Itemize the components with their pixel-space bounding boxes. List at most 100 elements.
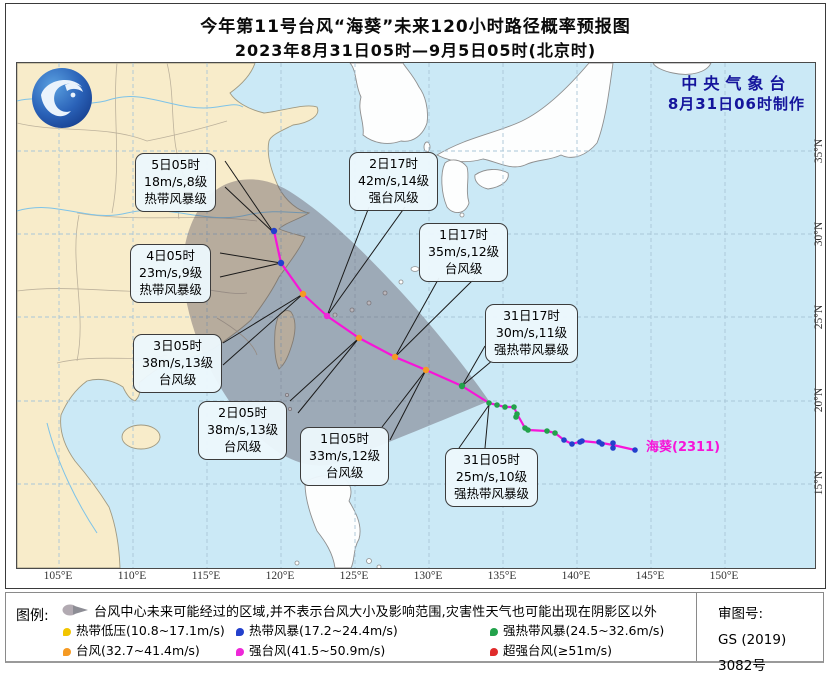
callout-line: 1日05时 <box>320 431 370 446</box>
leader-line <box>222 293 304 366</box>
callout-line: 强热带风暴级 <box>454 485 530 501</box>
callout-line: 33m/s,12级 <box>309 447 381 463</box>
leader-line <box>394 277 476 358</box>
japan-honshu <box>436 63 614 168</box>
leader-line <box>394 277 440 358</box>
leader-line <box>219 252 282 264</box>
past-track-point <box>561 437 567 443</box>
callout-line: 18m/s,8级 <box>144 173 208 189</box>
past-track-point <box>552 430 558 436</box>
legend-title: 图例: <box>16 608 49 624</box>
past-track-point <box>502 404 508 410</box>
legend-item-label: 热带风暴(17.2~24.4m/s) <box>249 623 398 638</box>
map-canvas: 中央气象台 8月31日06时制作 海葵(2311) 5日05时 18m/s,8级热… <box>16 62 816 569</box>
forecast-callout-aug31-05: 31日05时 25m/s,10级 强热带风暴级 <box>445 448 539 507</box>
callout-line: 热带风暴级 <box>139 281 202 297</box>
lat-axis-label: 20°N <box>813 387 825 413</box>
forecast-callout-sep3-05: 3日05时 38m/s,13级 台风级 <box>133 334 223 393</box>
past-track-point <box>544 428 550 434</box>
lon-axis-label: 145°E <box>635 570 665 582</box>
forecast-callout-sep2-05: 2日05时 38m/s,13级 台风级 <box>198 401 288 460</box>
past-track-point <box>577 439 583 445</box>
legend-item-severe_typhoon: 强台风(41.5~50.9m/s) <box>236 640 385 659</box>
forecast-track-point <box>277 259 285 267</box>
cone-legend-icon <box>62 604 88 616</box>
leader-line <box>326 206 406 317</box>
lon-axis-label: 105°E <box>43 570 73 582</box>
map-svg <box>17 63 815 568</box>
callout-line: 25m/s,10级 <box>455 468 528 484</box>
callout-line: 23m/s,9级 <box>139 264 203 280</box>
callout-leader-lines <box>219 160 494 449</box>
past-track-point <box>596 439 602 445</box>
callout-line: 1日17时 <box>439 227 489 242</box>
map-subtitle: 2023年8月31日05时—9月5日05时(北京时) <box>234 41 597 60</box>
lat-axis-label: 15°N <box>813 470 825 496</box>
callout-line: 38m/s,13级 <box>207 421 279 437</box>
lon-axis-label: 135°E <box>487 570 517 582</box>
luzon-island <box>304 474 361 568</box>
past-track-point <box>522 425 528 431</box>
callout-line: 2日17时 <box>369 156 419 171</box>
callout-line: 42m/s,14级 <box>358 172 430 188</box>
callout-line: 台风级 <box>223 438 262 454</box>
approval-number: GS (2019) 3082号 <box>718 632 787 674</box>
leader-line <box>484 404 490 449</box>
approval-box: 审图号: GS (2019) 3082号 <box>718 601 823 679</box>
japan-shikoku <box>474 169 509 190</box>
legend-item-label: 强热带风暴(24.5~32.6m/s) <box>503 623 665 638</box>
super_typhoon-dot-icon <box>490 648 498 656</box>
forecast-callout-sep2-17: 2日17时 42m/s,14级 强台风级 <box>349 152 439 211</box>
forecast-track-point <box>355 334 363 342</box>
forecast-callout-sep4-05: 4日05时 23m/s,9级 热带风暴级 <box>130 244 212 303</box>
callout-line: 31日17时 <box>503 308 560 323</box>
callout-line: 2日05时 <box>218 405 268 420</box>
ts-dot-icon <box>236 628 244 636</box>
past-track-point <box>610 445 616 451</box>
leader-line <box>461 359 494 387</box>
approval-label: 审图号: <box>718 606 764 622</box>
callout-line: 热带风暴级 <box>144 190 207 206</box>
forecast-track-point <box>422 366 430 374</box>
callout-line: 3日05时 <box>153 338 203 353</box>
map-title: 今年第11号台风“海葵”未来120小时路径概率预报图 <box>200 17 631 37</box>
legend-box: 图例: 台风中心未来可能经过的区域,并不表示台风大小及影响范围,灾害性天气也可能… <box>5 592 824 674</box>
legend-cone-text: 台风中心未来可能经过的区域,并不表示台风大小及影响范围,灾害性天气也可能出现在阴… <box>94 605 658 620</box>
forecast-callout-sep1-05: 1日05时 33m/s,12级 台风级 <box>300 427 390 486</box>
callout-line: 强热带风暴级 <box>494 341 570 357</box>
forecast-track-point <box>391 353 399 361</box>
legend-item-td: 热带低压(10.8~17.1m/s) <box>63 620 225 639</box>
past-track-point <box>610 440 616 446</box>
leader-line <box>224 160 275 234</box>
legend-item-severe_ts: 强热带风暴(24.5~32.6m/s) <box>490 620 664 639</box>
forecast-track-point <box>323 312 331 320</box>
legend-item-label: 台风(32.7~41.4m/s) <box>76 643 200 658</box>
leader-line <box>289 337 360 402</box>
lat-axis-label: 30°N <box>813 221 825 247</box>
legend-item-label: 超强台风(≥51m/s) <box>503 643 613 658</box>
leader-line <box>389 369 427 441</box>
lon-axis-label: 140°E <box>561 570 591 582</box>
philippine-islets <box>284 392 382 568</box>
typhoon-dot-icon <box>63 648 71 656</box>
legend-divider <box>696 593 697 661</box>
callout-line: 台风级 <box>325 464 364 480</box>
legend-item-ts: 热带风暴(17.2~24.4m/s) <box>236 620 398 639</box>
lon-axis-label: 125°E <box>339 570 369 582</box>
past-track-point <box>494 402 500 408</box>
callout-line: 38m/s,13级 <box>142 354 214 370</box>
severe_typhoon-dot-icon <box>236 648 244 656</box>
leader-line <box>461 345 486 387</box>
leader-line <box>458 404 490 449</box>
past-track-point <box>632 447 638 453</box>
legend-item-label: 强台风(41.5~50.9m/s) <box>249 643 386 658</box>
lat-axis-label: 35°N <box>813 138 825 164</box>
legend-item-typhoon: 台风(32.7~41.4m/s) <box>63 640 200 659</box>
issue-time: 8月31日06时制作 <box>667 95 805 113</box>
japan-hokkaido-edge <box>652 63 712 75</box>
hainan-island <box>121 424 161 450</box>
leader-line <box>381 369 427 428</box>
callout-line: 31日05时 <box>463 452 520 467</box>
forecast-track-point <box>299 290 307 298</box>
